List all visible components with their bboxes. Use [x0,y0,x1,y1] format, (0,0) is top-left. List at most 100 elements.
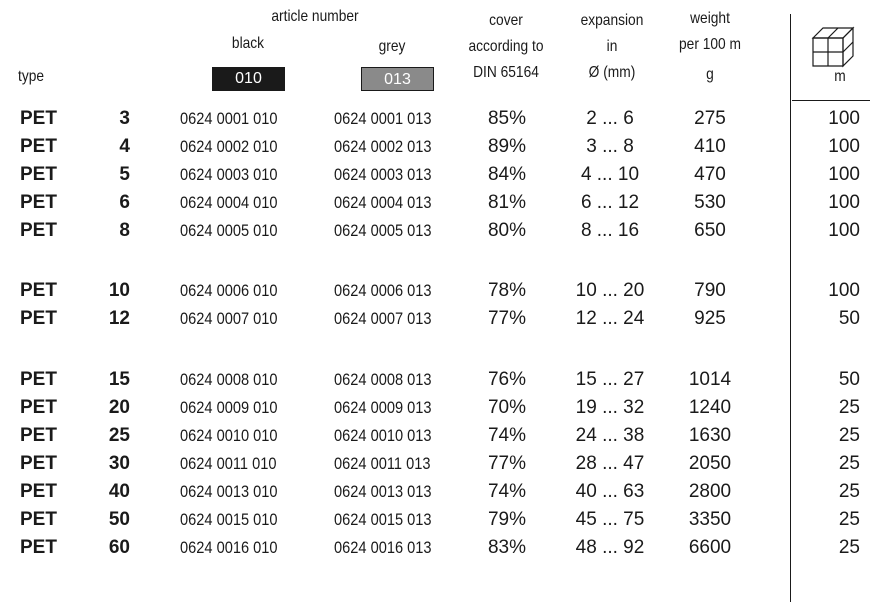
black-article-number-cell: 0624 0001 010 [180,109,278,128]
expansion-cell: 24 ... 38 [575,425,645,446]
size-cell: 15 [108,369,130,390]
cover-cell: 89% [487,136,527,157]
black-article-number-cell: 0624 0015 010 [180,510,278,529]
length-cell: 100 [828,280,860,301]
black-article-number-cell: 0624 0005 010 [180,221,278,240]
length-cell: 100 [828,164,860,185]
table-row: PET 40 0624 0013 010 0624 0013 013 74% 40 ...… [0,478,870,506]
expansion-cell: 3 ... 8 [586,136,634,157]
table-row: PET 10 0624 0006 010 0624 0006 013 78% 10 ...… [0,277,870,305]
weight-cell: 470 [694,164,726,185]
cover-cell: 84% [487,164,527,185]
type-cell: PET [20,192,57,213]
size-cell: 60 [108,537,130,558]
expansion-cell: 28 ... 47 [575,453,645,474]
grey-article-number-cell: 0624 0003 013 [334,165,432,184]
type-cell: PET [20,481,57,502]
weight-cell: 2800 [688,481,732,502]
type-cell: PET [20,453,57,474]
weight-cell: 6600 [688,537,732,558]
grey-article-number-cell: 0624 0007 013 [334,309,432,328]
type-cell: PET [20,164,57,185]
length-cell: 25 [838,453,860,474]
expansion-cell: 6 ... 12 [580,192,640,213]
grey-article-number-cell: 0624 0008 013 [334,370,432,389]
black-article-number-cell: 0624 0002 010 [180,137,278,156]
weight-heading-line2: per 100 m [679,36,741,53]
expansion-cell: 12 ... 24 [575,308,645,329]
size-cell: 5 [119,164,130,185]
weight-cell: 1240 [688,397,732,418]
size-cell: 10 [108,280,130,301]
type-cell: PET [20,509,57,530]
expansion-cell: 19 ... 32 [575,397,645,418]
type-cell: PET [20,136,57,157]
expansion-heading-line1: expansion [580,12,644,29]
type-cell: PET [20,220,57,241]
type-cell: PET [20,537,57,558]
cover-cell: 74% [487,425,527,446]
grey-article-number-cell: 0624 0009 013 [334,398,432,417]
length-cell: 25 [838,397,860,418]
cover-cell: 80% [487,220,527,241]
weight-cell: 410 [694,136,726,157]
grey-article-number-cell: 0624 0010 013 [334,426,432,445]
table-row: PET 5 0624 0003 010 0624 0003 013 84% 4 ... 1… [0,161,870,189]
cover-cell: 77% [487,308,527,329]
type-cell: PET [20,280,57,301]
size-cell: 30 [108,453,130,474]
table-row: PET 4 0624 0002 010 0624 0002 013 89% 3 ... 8… [0,133,870,161]
grey-article-number-cell: 0624 0005 013 [334,221,432,240]
size-cell: 3 [119,108,130,129]
table-row: PET 25 0624 0010 010 0624 0010 013 74% 24 ...… [0,422,870,450]
black-article-number-cell: 0624 0011 010 [180,454,277,473]
type-cell: PET [20,308,57,329]
cover-cell: 78% [487,280,527,301]
black-article-number-cell: 0624 0004 010 [180,193,278,212]
grey-article-number-cell: 0624 0016 013 [334,538,432,557]
weight-cell: 1630 [688,425,732,446]
grey-heading: grey [378,38,406,55]
size-cell: 8 [119,220,130,241]
weight-heading-line3: g [706,66,714,83]
length-cell: 50 [838,369,860,390]
grey-color-swatch: 013 [361,67,434,91]
cover-cell: 83% [487,537,527,558]
length-cell: 25 [838,509,860,530]
length-cell: 100 [828,220,860,241]
expansion-cell: 10 ... 20 [575,280,645,301]
black-article-number-cell: 0624 0007 010 [180,309,278,328]
grey-article-number-cell: 0624 0015 013 [334,510,432,529]
table-row: PET 3 0624 0001 010 0624 0001 013 85% 2 ... 6… [0,105,870,133]
table-row: PET 30 0624 0011 010 0624 0011 013 77% 28 ...… [0,450,870,478]
weight-cell: 790 [694,280,726,301]
length-column-divider [790,14,791,602]
table-row: PET 12 0624 0007 010 0624 0007 013 77% 12 ...… [0,305,870,333]
table-row: PET 50 0624 0015 010 0624 0015 013 79% 45 ...… [0,506,870,534]
weight-heading-line1: weight [690,10,730,27]
length-cell: 100 [828,192,860,213]
length-cell: 100 [828,108,860,129]
size-cell: 25 [108,425,130,446]
length-unit-heading: m [834,68,846,85]
expansion-cell: 48 ... 92 [575,537,645,558]
cover-cell: 74% [487,481,527,502]
table-row: PET 6 0624 0004 010 0624 0004 013 81% 6 ... 1… [0,189,870,217]
table-row: PET 15 0624 0008 010 0624 0008 013 76% 15 ...… [0,366,870,394]
black-article-number-cell: 0624 0006 010 [180,281,278,300]
length-cell: 25 [838,481,860,502]
table-row: PET 20 0624 0009 010 0624 0009 013 70% 19 ...… [0,394,870,422]
grey-article-number-cell: 0624 0006 013 [334,281,432,300]
length-cell: 100 [828,136,860,157]
type-heading: type [18,68,45,85]
size-cell: 50 [108,509,130,530]
type-cell: PET [20,425,57,446]
grey-article-number-cell: 0624 0004 013 [334,193,432,212]
cover-cell: 81% [487,192,527,213]
expansion-cell: 40 ... 63 [575,481,645,502]
header-divider [792,100,870,101]
weight-cell: 925 [694,308,726,329]
expansion-heading-line2: in [606,38,618,55]
cover-heading-line3: DIN 65164 [473,64,539,81]
type-cell: PET [20,369,57,390]
